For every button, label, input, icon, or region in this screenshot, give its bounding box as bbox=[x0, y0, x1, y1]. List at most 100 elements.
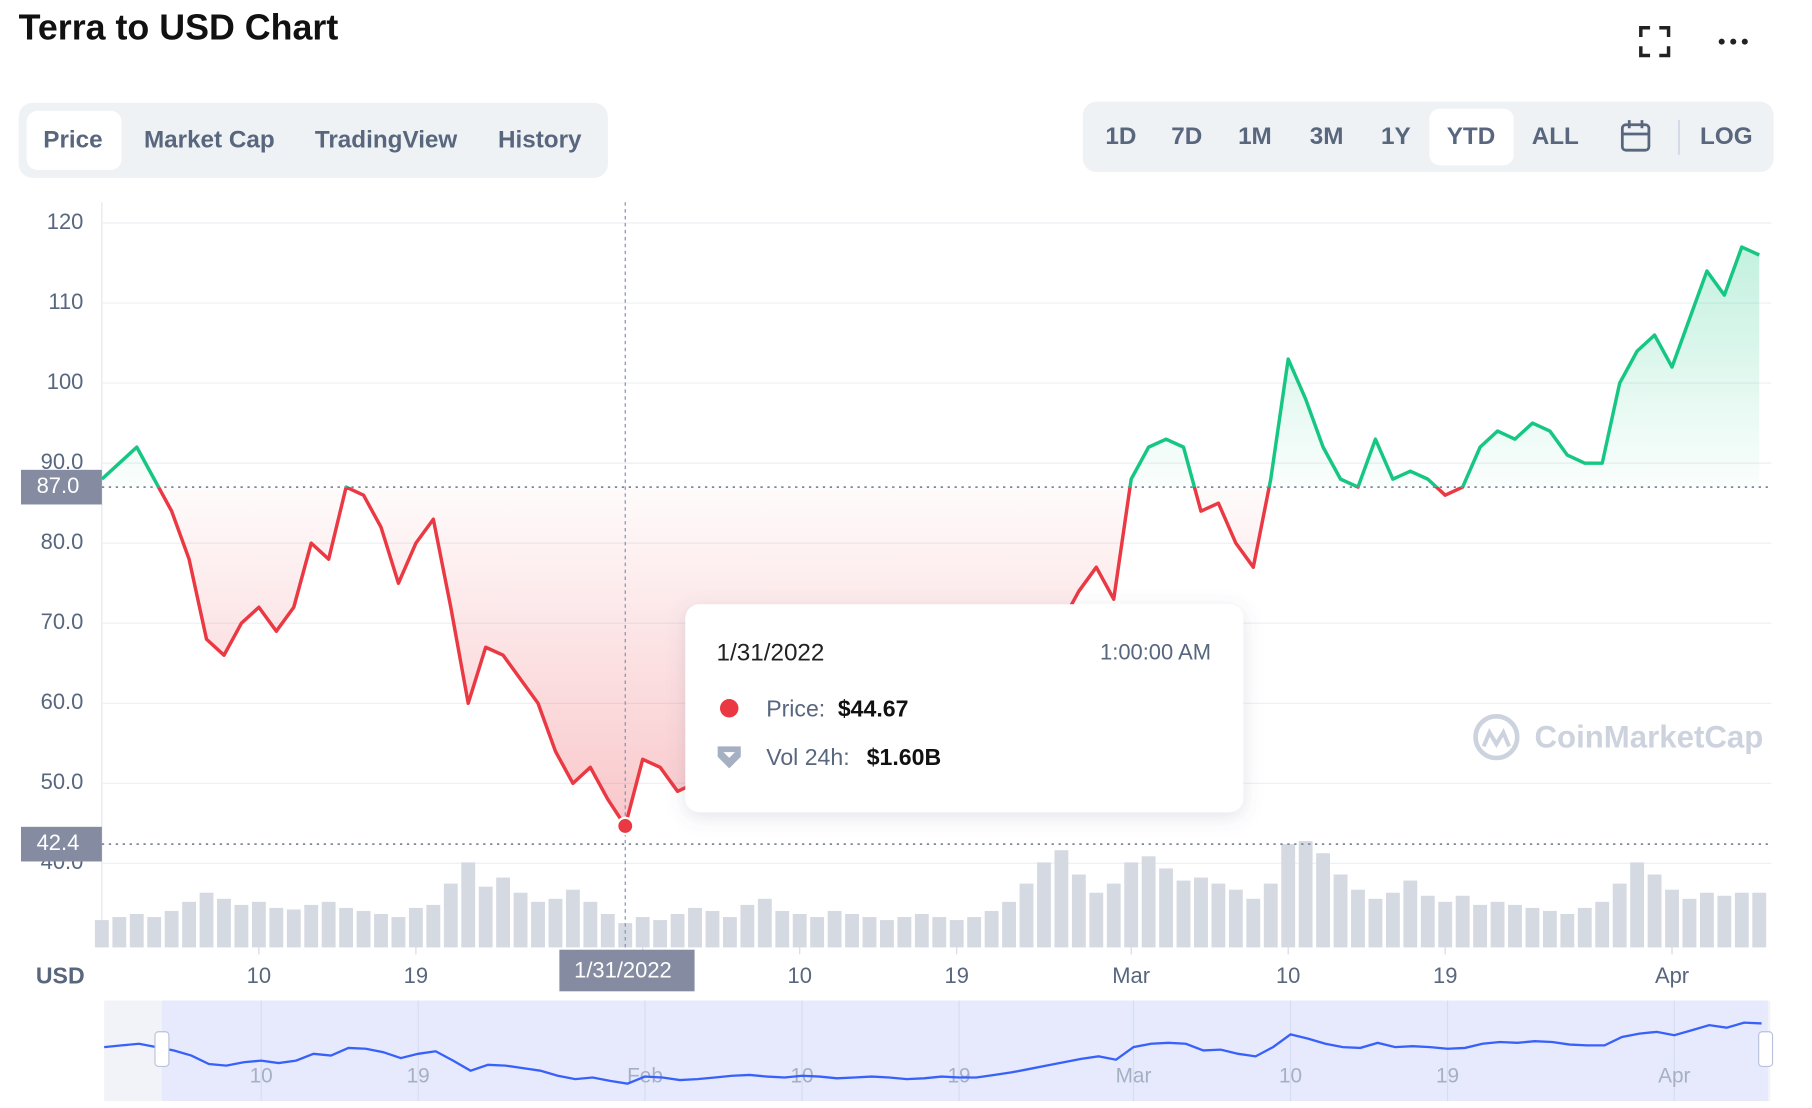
volume-bar bbox=[775, 910, 790, 948]
volume-bar bbox=[897, 917, 912, 948]
volume-bar bbox=[461, 862, 476, 948]
volume-bar bbox=[740, 904, 755, 948]
volume-bar bbox=[304, 904, 319, 948]
volume-bar bbox=[880, 920, 894, 948]
hover-point bbox=[616, 816, 635, 836]
tab[interactable]: TradingView bbox=[315, 126, 458, 153]
volume-bar bbox=[286, 909, 301, 948]
volume-bar bbox=[391, 917, 406, 948]
tooltip-box bbox=[685, 604, 1244, 813]
active-tab bbox=[26, 110, 122, 170]
y-tick-label: 50.0 bbox=[41, 769, 84, 794]
volume-bar bbox=[949, 920, 964, 948]
volume-bar bbox=[1717, 895, 1732, 948]
volume-bar bbox=[1281, 844, 1296, 948]
cursor-label: 1/31/2022 bbox=[574, 957, 672, 982]
volume-bar bbox=[164, 910, 179, 948]
volume-bar bbox=[688, 907, 702, 948]
volume-bar bbox=[496, 877, 511, 948]
volume-bar bbox=[356, 910, 371, 948]
range-button[interactable]: YTD bbox=[1447, 123, 1496, 150]
volume-bar bbox=[1385, 892, 1400, 948]
tab[interactable]: Market Cap bbox=[144, 126, 275, 153]
navigator-handle[interactable] bbox=[154, 1031, 170, 1067]
tooltip: 1/31/2022 1:00:00 AM Price: $44.67 Vol 24h: $… bbox=[685, 604, 1244, 813]
x-tick-label: 19 bbox=[1433, 963, 1457, 988]
more-icon[interactable] bbox=[1718, 38, 1748, 45]
volume-bar bbox=[1473, 904, 1488, 948]
y-tick-label: 90.0 bbox=[41, 449, 84, 474]
volume-bar bbox=[1176, 880, 1191, 948]
volume-bar bbox=[1525, 907, 1540, 948]
volume-bar bbox=[984, 910, 999, 948]
navigator-tick-label: 19 bbox=[407, 1064, 430, 1087]
tooltip-price-dot bbox=[719, 698, 739, 718]
price-area bbox=[101, 247, 1760, 826]
reference-label: 42.4 bbox=[37, 830, 80, 855]
volume-bar bbox=[548, 898, 563, 948]
x-tick-label: 19 bbox=[404, 963, 428, 988]
tooltip-price: $44.67 bbox=[838, 696, 909, 722]
x-tick-label: 19 bbox=[945, 963, 969, 988]
volume-bar bbox=[408, 907, 423, 948]
volume-bar bbox=[722, 917, 737, 948]
navigator-tick-label: 19 bbox=[1436, 1064, 1459, 1087]
volume-bar bbox=[1752, 892, 1767, 948]
volume-bar bbox=[1699, 892, 1714, 948]
volume-bar bbox=[443, 883, 458, 948]
y-tick-label: 80.0 bbox=[41, 529, 84, 554]
volume-bar bbox=[1263, 883, 1278, 948]
volume-bar bbox=[705, 910, 720, 948]
fullscreen-icon[interactable] bbox=[1639, 25, 1671, 58]
volume-bar bbox=[1228, 889, 1243, 948]
range-bar bbox=[1082, 101, 1774, 173]
volume-bar bbox=[147, 917, 162, 948]
range-button[interactable]: 1D bbox=[1105, 123, 1136, 150]
range-button[interactable]: 7D bbox=[1171, 123, 1202, 150]
navigator-tick-label: 10 bbox=[250, 1064, 273, 1087]
volume-bar bbox=[269, 907, 284, 948]
tooltip-price-label: Price: bbox=[766, 696, 825, 722]
volume-bar bbox=[1106, 883, 1121, 948]
volume-bar bbox=[1403, 880, 1418, 948]
volume-bar bbox=[1124, 862, 1139, 948]
volume-bar bbox=[1194, 877, 1208, 948]
volume-bar bbox=[1019, 883, 1034, 948]
volume-bar bbox=[234, 904, 249, 948]
volume-bar bbox=[932, 917, 947, 948]
cursor-label-bg bbox=[559, 949, 695, 992]
reference-label-bg bbox=[20, 469, 102, 505]
volume-bar bbox=[810, 917, 825, 948]
page-title: Terra to USD Chart bbox=[19, 7, 339, 47]
reference-label-bg bbox=[20, 826, 102, 862]
volume-bar bbox=[862, 917, 877, 948]
calendar-icon[interactable] bbox=[1620, 120, 1651, 152]
volume-bar bbox=[618, 923, 633, 948]
y-tick-label: 70.0 bbox=[41, 609, 84, 634]
log-button[interactable]: LOG bbox=[1700, 123, 1753, 150]
volume-bar bbox=[94, 920, 109, 948]
range-button[interactable]: 3M bbox=[1310, 123, 1344, 150]
navigator-tick-label: 10 bbox=[1279, 1064, 1302, 1087]
volume-bar bbox=[1316, 853, 1331, 948]
range-button[interactable]: 1M bbox=[1238, 123, 1272, 150]
y-tick-label: 60.0 bbox=[41, 689, 84, 714]
x-tick-label: 10 bbox=[1276, 963, 1300, 988]
navigator-window[interactable] bbox=[161, 1000, 1768, 1102]
volume-bar bbox=[339, 907, 354, 948]
volume-bar bbox=[1002, 901, 1016, 948]
navigator-handle[interactable] bbox=[1758, 1031, 1774, 1067]
range-button[interactable]: 1Y bbox=[1381, 123, 1411, 150]
volume-bar bbox=[251, 901, 266, 948]
volume-bar bbox=[1542, 910, 1557, 948]
volume-bar bbox=[1612, 883, 1627, 948]
volume-bar bbox=[1420, 895, 1435, 948]
tab[interactable]: Price bbox=[43, 126, 102, 153]
volume-bar bbox=[1054, 850, 1069, 948]
tab[interactable]: History bbox=[498, 126, 582, 153]
x-tick-label: Apr bbox=[1655, 963, 1689, 988]
range-button[interactable]: ALL bbox=[1532, 123, 1579, 150]
volume-bar bbox=[1665, 889, 1679, 948]
volume-bar bbox=[112, 917, 127, 948]
